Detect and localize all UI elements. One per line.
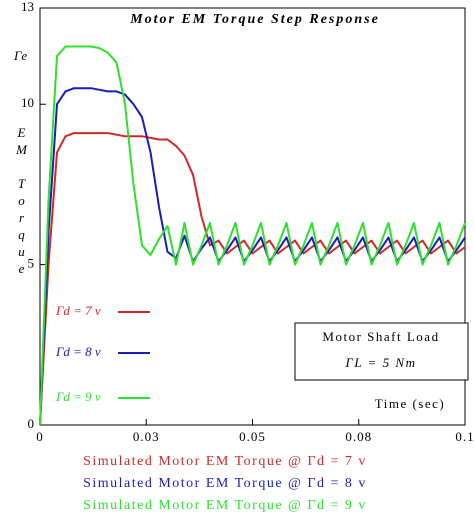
x-tick-label: 0.1	[455, 429, 474, 444]
series-line	[39, 45, 466, 426]
y-tick-label: 5	[28, 256, 35, 271]
legend-label: Γd = 7 v	[55, 303, 101, 318]
y-tick-label: 0	[28, 416, 35, 431]
y-axis-label: EM Torque	[14, 125, 29, 278]
series-line	[39, 132, 466, 426]
legend-label: Γd = 8 v	[55, 344, 101, 359]
annotation: ΓL = 5 Nm	[345, 355, 417, 370]
y-tick-label: 13	[21, 0, 34, 14]
x-tick-label: 0.05	[239, 429, 266, 444]
x-tick-label: 0.08	[345, 429, 372, 444]
annotation-box	[294, 322, 469, 381]
annotation: Motor Shaft Load	[322, 329, 439, 344]
y-tick-label: 10	[21, 95, 34, 110]
chart-title: Motor EM Torque Step Response	[129, 12, 380, 27]
x-tick-label: 0	[36, 429, 44, 444]
x-tick-label: 0.03	[133, 429, 160, 444]
caption: Simulated Motor EM Torque @ Γd = 8 v	[83, 476, 367, 491]
caption: Simulated Motor EM Torque @ Γd = 9 v	[83, 498, 367, 513]
x-axis-label: Time (sec)	[375, 396, 446, 411]
legend-label: Γd = 9 v	[55, 389, 101, 404]
caption: Simulated Motor EM Torque @ Γd = 7 v	[83, 454, 367, 469]
y-axis-symbol: Γe	[13, 48, 27, 63]
